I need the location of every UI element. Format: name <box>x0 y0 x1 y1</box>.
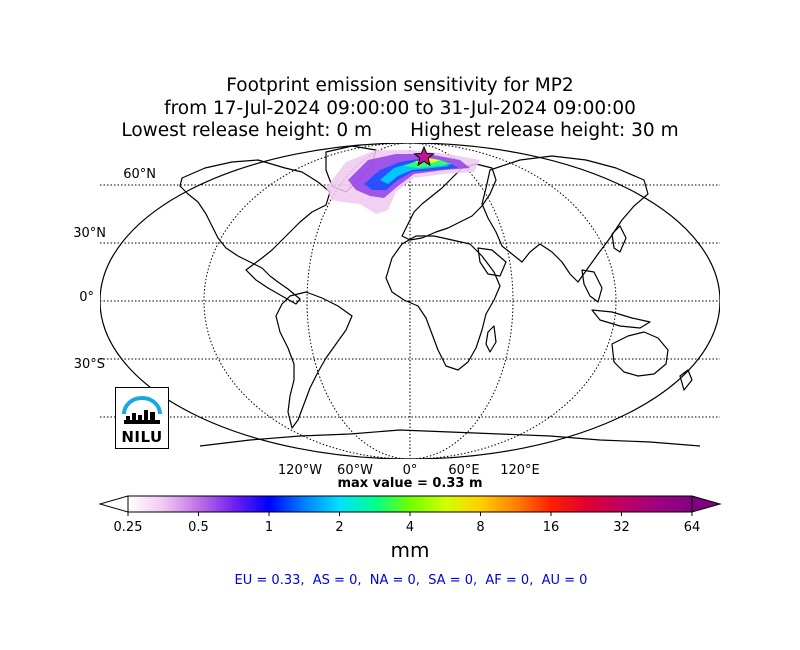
lon-label-0: 0° <box>402 463 418 478</box>
star-icon <box>413 145 435 167</box>
south-america <box>275 291 353 429</box>
logo-bar <box>132 413 136 421</box>
indochina <box>581 269 603 303</box>
lat-label-30s: 30°S <box>73 357 105 372</box>
colorbar-tick-label: 64 <box>683 520 701 535</box>
colorbar-tick-label: 0.5 <box>188 520 209 535</box>
lon-label-60w: 60°W <box>337 463 373 478</box>
nilu-logo-icon <box>122 396 162 424</box>
lowest-release-height: Lowest release height: 0 m <box>121 120 373 141</box>
title-line-2: from 17-Jul-2024 09:00:00 to 31-Jul-2024… <box>164 98 636 119</box>
plume-core-cyan <box>380 162 450 184</box>
lon-label-120w: 120°W <box>277 463 323 478</box>
north-america <box>179 159 331 305</box>
new-zealand <box>679 369 693 391</box>
colorbar-tick-label: 8 <box>476 520 485 535</box>
colorbar-tick-label: 32 <box>613 520 630 535</box>
europe <box>401 163 497 241</box>
arabia <box>477 247 507 277</box>
title-line-3: Lowest release height: 0 m Highest releas… <box>0 119 800 143</box>
logo-bar <box>144 410 148 421</box>
map-body <box>100 143 720 459</box>
colorbar-tick-label: 4 <box>405 520 415 535</box>
coastlines <box>179 145 701 447</box>
colorbar-tick-label: 2 <box>335 520 344 535</box>
highest-release-height: Highest release height: 30 m <box>410 120 679 141</box>
logo-bar <box>126 416 130 421</box>
lat-label-0: 0° <box>79 290 94 305</box>
colorbar-tick-label: 16 <box>542 520 560 535</box>
logo-arc <box>122 396 162 415</box>
australia <box>611 331 669 377</box>
nilu-logo-text: NILU <box>121 428 163 446</box>
colorbar-tick-label: 0.25 <box>113 520 143 535</box>
colorbar <box>98 495 722 516</box>
asia <box>481 155 649 283</box>
logo-bar <box>150 412 155 421</box>
colorbar-tick-label: 1 <box>264 520 274 535</box>
colorbar-ticks <box>127 512 693 516</box>
colorbar-unit-label: mm <box>390 538 430 562</box>
antarctica <box>199 429 701 447</box>
lat-label-30n: 30°N <box>73 226 106 241</box>
japan <box>611 225 627 253</box>
logo-base <box>124 420 160 424</box>
emission-plume <box>326 150 480 214</box>
max-value-label: max value = 0.33 m <box>337 476 483 491</box>
region-values: EU = 0.33, AS = 0, NA = 0, SA = 0, AF = … <box>234 573 588 588</box>
lon-label-120e: 120°E <box>500 463 540 478</box>
indonesia <box>591 309 651 329</box>
lat-label-60n: 60°N <box>123 167 156 182</box>
title-line-1: Footprint emission sensitivity for MP2 <box>226 75 574 96</box>
colorbar-gradient <box>128 496 692 512</box>
logo-bar <box>138 415 142 421</box>
colorbar-high-extension <box>691 495 722 513</box>
colorbar-low-extension <box>98 495 129 513</box>
africa <box>385 235 501 371</box>
nilu-logo: NILU <box>115 387 169 449</box>
lon-label-60e: 60°E <box>448 463 480 478</box>
madagascar <box>485 325 497 353</box>
